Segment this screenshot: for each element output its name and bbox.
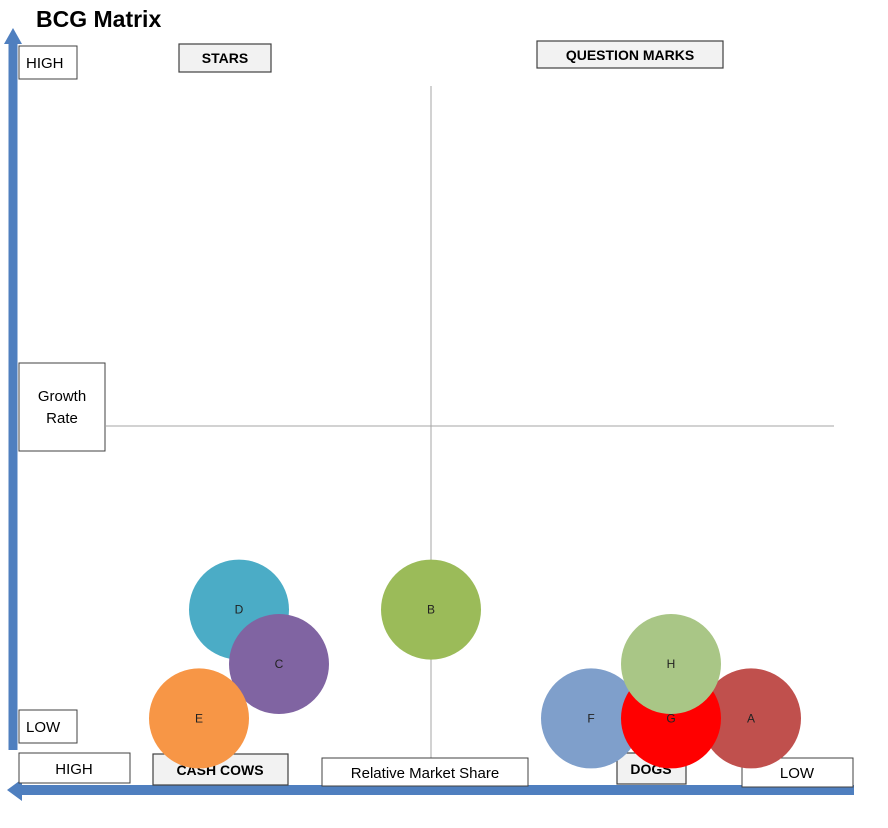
bubble-circle	[229, 614, 329, 714]
bubble-e: E	[149, 668, 249, 769]
y-axis-title-line-1: Growth	[38, 388, 86, 405]
bubble-f: F	[541, 668, 641, 769]
y-axis-title: Growth Rate	[18, 362, 106, 452]
y-low-label: LOW	[18, 709, 78, 744]
x-high-text: HIGH	[55, 761, 93, 778]
bubble-a: A	[701, 668, 801, 769]
bubble-b: B	[381, 559, 481, 660]
bubble-circle	[149, 668, 249, 769]
y-axis-arrow	[4, 28, 22, 750]
y-low-text: LOW	[26, 719, 61, 736]
bubble-circle	[701, 668, 801, 769]
bubble-label: B	[427, 603, 435, 617]
bubble-layer: D C E B F A G H	[149, 559, 801, 769]
x-low-text: LOW	[780, 765, 815, 782]
stars-label: STARS	[178, 43, 272, 73]
bubble-h: H	[621, 614, 721, 714]
y-high-text: HIGH	[26, 55, 64, 72]
chart-title: BCG Matrix	[36, 6, 161, 32]
x-axis-title: Relative Market Share	[321, 757, 529, 787]
stars-text: STARS	[202, 50, 248, 66]
bubble-label: C	[275, 657, 284, 671]
bubble-label: H	[667, 657, 676, 671]
bubble-label: G	[666, 711, 675, 725]
bubble-label: A	[747, 711, 755, 725]
bubble-circle	[621, 614, 721, 714]
bubble-circle	[541, 668, 641, 769]
question-marks-text: QUESTION MARKS	[566, 47, 694, 63]
bubble-circle	[381, 559, 481, 660]
question-marks-label: QUESTION MARKS	[536, 40, 724, 69]
y-axis-title-line-2: Rate	[46, 410, 78, 427]
x-high-label: HIGH	[18, 752, 131, 784]
bubble-label: D	[235, 603, 244, 617]
y-high-label: HIGH	[18, 45, 78, 80]
bubble-c: C	[229, 614, 329, 714]
x-axis-title-text: Relative Market Share	[351, 765, 499, 782]
bubble-label: F	[587, 711, 594, 725]
x-low-label: LOW	[741, 757, 854, 788]
x-axis-arrow	[7, 779, 854, 801]
bubble-label: E	[195, 711, 203, 725]
